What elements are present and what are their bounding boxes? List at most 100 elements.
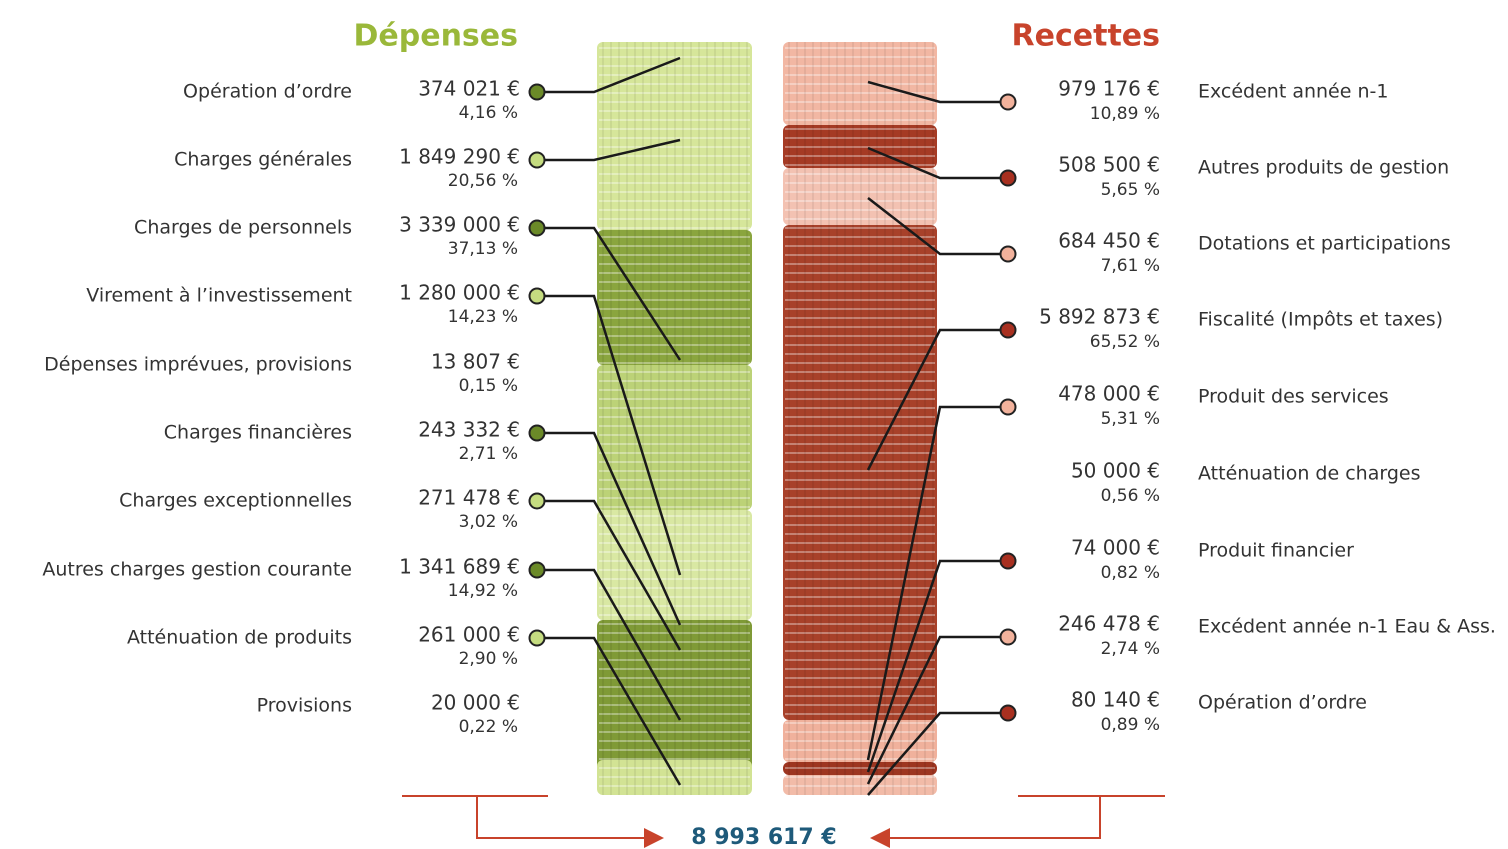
item-amount: 478 000 € bbox=[1058, 382, 1160, 406]
item-amount: 243 332 € bbox=[418, 418, 520, 442]
item-label: Virement à l’investissement bbox=[86, 285, 352, 307]
leader-line bbox=[866, 328, 1008, 471]
item-amount: 1 849 290 € bbox=[399, 145, 520, 169]
depenses-stack-band bbox=[597, 365, 752, 510]
leader-dot bbox=[528, 219, 546, 237]
item-amount: 246 478 € bbox=[1058, 612, 1160, 636]
item-percent: 37,13 % bbox=[448, 239, 518, 259]
leader-dot bbox=[999, 704, 1017, 722]
item-amount: 1 341 689 € bbox=[399, 555, 520, 579]
leader-line bbox=[537, 56, 681, 94]
leader-line bbox=[867, 146, 1008, 180]
item-amount: 1 280 000 € bbox=[399, 281, 520, 305]
item-label: Opération d’ordre bbox=[183, 81, 352, 103]
item-amount: 3 339 000 € bbox=[399, 213, 520, 237]
item-label: Atténuation de produits bbox=[127, 627, 352, 649]
item-label: Opération d’ordre bbox=[1198, 692, 1367, 714]
item-percent: 5,31 % bbox=[1101, 409, 1160, 429]
item-percent: 2,71 % bbox=[459, 444, 518, 464]
recettes-stack-band bbox=[783, 125, 937, 168]
item-amount: 50 000 € bbox=[1071, 459, 1160, 483]
item-percent: 0,15 % bbox=[459, 376, 518, 396]
item-label: Autres charges gestion courante bbox=[42, 559, 352, 581]
recettes-stack-band bbox=[783, 225, 937, 720]
leader-line bbox=[537, 431, 682, 626]
leader-line bbox=[867, 711, 1008, 796]
leader-dot bbox=[999, 628, 1017, 646]
leader-line bbox=[866, 405, 1008, 761]
recettes-stack-band bbox=[783, 168, 937, 225]
item-amount: 20 000 € bbox=[431, 691, 520, 715]
leader-dot bbox=[999, 169, 1017, 187]
recettes-title: Recettes bbox=[1012, 19, 1160, 54]
leader-dot bbox=[999, 321, 1017, 339]
item-amount: 261 000 € bbox=[418, 623, 520, 647]
recettes-stack-band bbox=[783, 42, 937, 125]
item-percent: 0,89 % bbox=[1101, 715, 1160, 735]
leader-line bbox=[537, 226, 682, 361]
item-amount: 684 450 € bbox=[1058, 229, 1160, 253]
item-percent: 10,89 % bbox=[1090, 104, 1160, 124]
item-label: Excédent année n-1 Eau & Ass. bbox=[1198, 616, 1496, 638]
item-percent: 0,82 % bbox=[1101, 563, 1160, 583]
item-percent: 14,92 % bbox=[448, 581, 518, 601]
leader-line bbox=[537, 499, 682, 651]
leader-dot bbox=[999, 398, 1017, 416]
item-label: Dotations et participations bbox=[1198, 233, 1451, 255]
item-label: Produit des services bbox=[1198, 386, 1389, 408]
item-label: Provisions bbox=[257, 695, 352, 717]
leader-dot bbox=[528, 151, 546, 169]
item-amount: 508 500 € bbox=[1058, 153, 1160, 177]
leader-dot bbox=[999, 552, 1017, 570]
leader-line bbox=[537, 568, 682, 721]
item-amount: 74 000 € bbox=[1071, 536, 1160, 560]
leader-line bbox=[866, 559, 1008, 773]
leader-dot bbox=[999, 93, 1017, 111]
item-amount: 5 892 873 € bbox=[1039, 305, 1160, 329]
leader-line bbox=[537, 294, 682, 576]
item-label: Produit financier bbox=[1198, 540, 1354, 562]
total: 8 993 617 € bbox=[691, 825, 836, 849]
item-amount: 979 176 € bbox=[1058, 77, 1160, 101]
depenses-stack-band bbox=[597, 510, 752, 620]
leader-line bbox=[867, 197, 1008, 256]
item-label: Excédent année n-1 bbox=[1198, 81, 1388, 103]
leader-dot bbox=[528, 561, 546, 579]
depenses-stack-band bbox=[597, 230, 752, 365]
depenses-title: Dépenses bbox=[354, 19, 519, 54]
item-percent: 2,90 % bbox=[459, 649, 518, 669]
item-label: Charges générales bbox=[174, 149, 352, 171]
depenses-stack-band bbox=[597, 620, 752, 780]
item-percent: 65,52 % bbox=[1090, 332, 1160, 352]
item-percent: 20,56 % bbox=[448, 171, 518, 191]
depenses-stack-band bbox=[597, 42, 752, 230]
item-amount: 374 021 € bbox=[418, 77, 520, 101]
total-brackets bbox=[402, 795, 1165, 848]
leader-dot bbox=[528, 287, 546, 305]
recettes-stack-band bbox=[783, 762, 937, 775]
leader-dot bbox=[528, 83, 546, 101]
item-amount: 271 478 € bbox=[418, 486, 520, 510]
item-label: Charges exceptionnelles bbox=[119, 490, 352, 512]
leader-line bbox=[866, 635, 1008, 785]
item-percent: 4,16 % bbox=[459, 103, 518, 123]
recettes-stack-band bbox=[783, 775, 937, 795]
leader-line bbox=[867, 80, 1008, 104]
recettes-stack-band bbox=[783, 720, 937, 762]
item-percent: 14,23 % bbox=[448, 307, 518, 327]
leader-dot bbox=[528, 424, 546, 442]
item-label: Atténuation de charges bbox=[1198, 463, 1420, 485]
item-amount: 80 140 € bbox=[1071, 688, 1160, 712]
leader-dot bbox=[999, 245, 1017, 263]
item-percent: 2,74 % bbox=[1101, 639, 1160, 659]
leader-dot bbox=[528, 492, 546, 510]
leader-line bbox=[537, 138, 681, 162]
item-percent: 0,22 % bbox=[459, 717, 518, 737]
item-percent: 3,02 % bbox=[459, 512, 518, 532]
item-percent: 0,56 % bbox=[1101, 486, 1160, 506]
item-label: Charges de personnels bbox=[134, 217, 352, 239]
item-percent: 7,61 % bbox=[1101, 256, 1160, 276]
leader-line bbox=[537, 636, 682, 786]
item-amount: 13 807 € bbox=[431, 350, 520, 374]
item-label: Charges financières bbox=[164, 422, 352, 444]
